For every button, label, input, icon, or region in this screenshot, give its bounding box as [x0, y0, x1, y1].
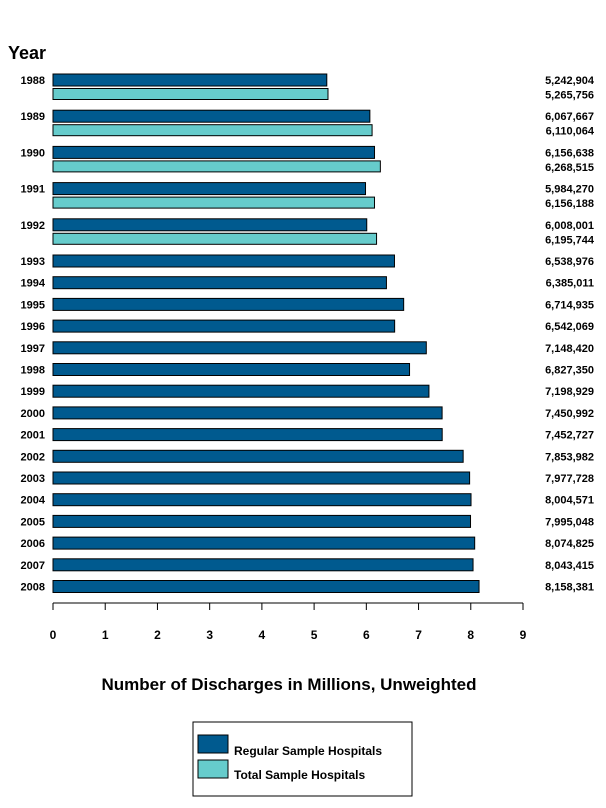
value-label-regular: 8,074,825	[545, 538, 594, 550]
legend: Regular Sample Hospitals Total Sample Ho…	[192, 721, 413, 797]
value-label-regular: 7,452,727	[545, 430, 594, 442]
value-label-regular: 6,067,667	[545, 111, 594, 123]
year-label: 1997	[21, 343, 45, 355]
year-label: 1995	[21, 299, 45, 311]
year-label: 2005	[21, 516, 45, 528]
legend-swatch-total	[197, 759, 229, 779]
value-label-total: 6,110,064	[546, 126, 595, 138]
year-label: 1990	[21, 147, 45, 159]
x-tick-label: 8	[467, 628, 474, 642]
year-label: 1992	[21, 220, 45, 232]
bar-total-1990	[52, 160, 381, 173]
value-label-total: 6,195,744	[545, 234, 595, 246]
year-label: 2000	[21, 408, 45, 420]
bar-regular-2005	[52, 514, 472, 528]
legend-label-total: Total Sample Hospitals	[234, 768, 365, 782]
value-label-regular: 6,385,011	[546, 278, 594, 290]
value-label-regular: 7,853,982	[545, 451, 594, 463]
year-label: 1998	[21, 365, 45, 377]
year-label: 2004	[21, 495, 46, 507]
year-label: 1988	[21, 75, 45, 87]
bar-regular-2003	[52, 471, 471, 485]
year-label: 2002	[21, 451, 45, 463]
x-tick-label: 3	[206, 628, 213, 642]
bar-regular-1997	[52, 341, 427, 355]
bar-regular-1998	[52, 363, 411, 376]
value-label-regular: 7,198,929	[545, 386, 594, 398]
bar-regular-1990	[52, 145, 376, 159]
value-label-regular: 5,242,904	[545, 75, 595, 87]
year-label: 2001	[21, 430, 45, 442]
value-label-total: 6,156,188	[545, 198, 594, 210]
bar-regular-2004	[52, 493, 472, 507]
bar-regular-1994	[52, 276, 387, 290]
value-label-regular: 6,156,638	[545, 147, 594, 159]
value-label-regular: 6,008,001	[545, 220, 594, 232]
value-label-regular: 6,714,935	[545, 299, 594, 311]
bar-regular-1989	[52, 109, 371, 123]
bar-total-1989	[52, 124, 373, 137]
bar-regular-1996	[52, 319, 396, 333]
value-label-regular: 8,004,571	[545, 495, 594, 507]
value-label-regular: 8,158,381	[545, 582, 594, 594]
value-label-regular: 5,984,270	[545, 184, 594, 196]
bar-regular-2001	[52, 428, 443, 442]
value-label-total: 6,268,515	[545, 162, 594, 174]
bar-regular-1993	[52, 254, 395, 268]
x-tick-label: 2	[154, 628, 161, 642]
bar-total-1991	[52, 196, 375, 209]
y-axis-title: Year	[8, 43, 46, 63]
bar-regular-2006	[52, 536, 476, 550]
legend-label-regular: Regular Sample Hospitals	[234, 744, 382, 758]
year-label: 1989	[21, 111, 45, 123]
year-label: 2008	[21, 582, 45, 594]
x-tick-label: 9	[520, 628, 527, 642]
bar-regular-2007	[52, 558, 474, 572]
bar-total-1988	[52, 88, 329, 100]
x-axis-title: Number of Discharges in Millions, Unweig…	[102, 675, 477, 694]
x-tick-label: 4	[259, 628, 266, 642]
bar-regular-1992	[52, 218, 368, 232]
year-label: 1993	[21, 256, 45, 268]
value-label-regular: 7,148,420	[545, 343, 594, 355]
value-label-regular: 7,977,728	[545, 473, 594, 485]
bar-regular-2008	[52, 580, 480, 593]
year-label: 2003	[21, 473, 45, 485]
x-tick-label: 6	[363, 628, 370, 642]
value-label-total: 5,265,756	[545, 90, 594, 102]
value-label-regular: 6,827,350	[545, 365, 594, 377]
value-label-regular: 6,538,976	[545, 256, 594, 268]
x-tick-label: 1	[102, 628, 109, 642]
value-label-regular: 7,450,992	[545, 408, 594, 420]
bar-regular-1991	[52, 182, 367, 196]
legend-swatch-regular	[197, 734, 229, 754]
bar-regular-2002	[52, 449, 464, 463]
year-label: 2006	[21, 538, 45, 550]
bar-total-1992	[52, 232, 378, 245]
bar-regular-1995	[52, 297, 405, 311]
value-label-regular: 8,043,415	[545, 560, 594, 572]
value-label-regular: 7,995,048	[545, 516, 594, 528]
year-label: 1991	[21, 184, 45, 196]
bar-regular-1999	[52, 384, 430, 398]
year-label: 1996	[21, 321, 45, 333]
bar-regular-2000	[52, 406, 443, 420]
bar-regular-1988	[52, 73, 328, 87]
x-tick-label: 7	[415, 628, 422, 642]
x-tick-label: 0	[50, 628, 57, 642]
x-tick-label: 5	[311, 628, 318, 642]
year-label: 2007	[21, 560, 45, 572]
legend-box	[192, 721, 413, 797]
year-label: 1999	[21, 386, 45, 398]
year-label: 1994	[21, 278, 46, 290]
value-label-regular: 6,542,069	[545, 321, 594, 333]
